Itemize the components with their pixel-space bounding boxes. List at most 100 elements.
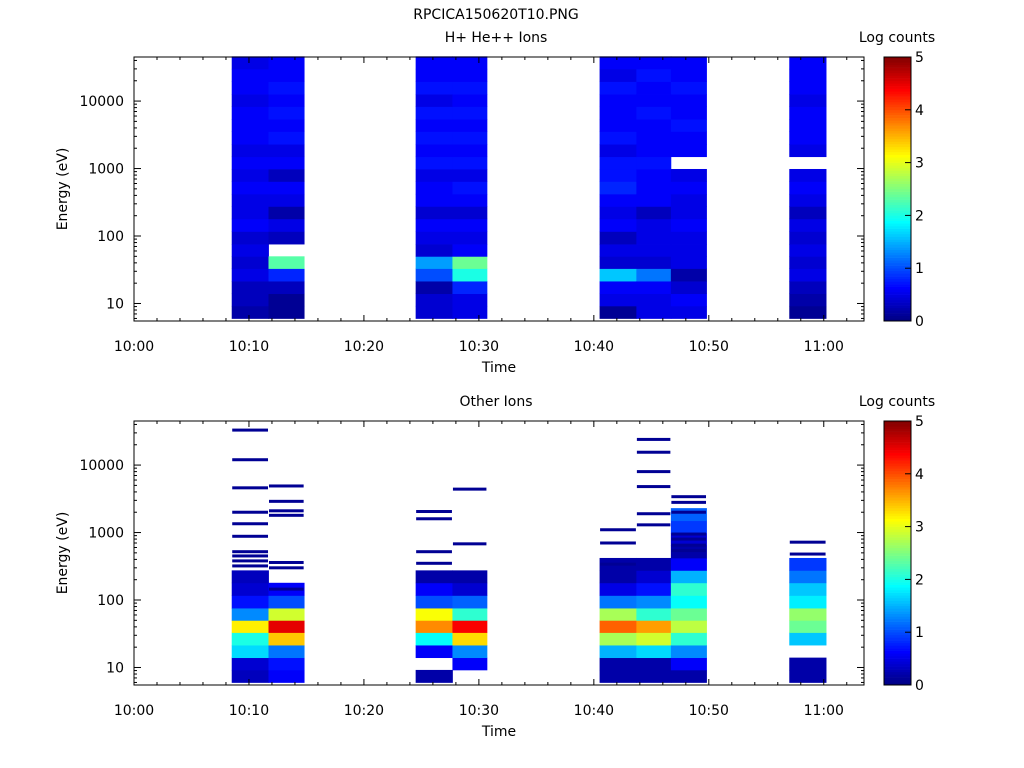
colorbar-segment bbox=[884, 529, 911, 533]
colorbar-segment bbox=[884, 281, 911, 285]
colorbar-segment bbox=[884, 112, 911, 116]
heatmap-cell bbox=[789, 557, 827, 571]
panel-h-he-ions: H+ He++ Ions 10:00 10:10 10:20 10:30 10:40 10:… bbox=[55, 30, 935, 376]
colorbar-segment bbox=[884, 640, 911, 644]
heatmap-cell bbox=[415, 570, 453, 584]
heatmap-cell bbox=[452, 293, 488, 307]
colorbar-segment bbox=[884, 677, 911, 681]
heatmap-cell bbox=[268, 68, 305, 82]
heatmap-cell bbox=[789, 94, 827, 107]
heatmap-cell bbox=[231, 156, 269, 170]
colorbar-segment bbox=[884, 574, 911, 578]
heatmap-cell bbox=[415, 231, 453, 245]
colorbar-tick-label: 1 bbox=[915, 625, 924, 641]
colorbar-segment bbox=[884, 207, 911, 211]
heatmap-cell bbox=[268, 645, 305, 659]
heatmap-cell bbox=[670, 508, 707, 522]
heatmap-cell bbox=[599, 106, 637, 120]
colorbar-segment bbox=[884, 86, 911, 89]
colorbar-segment bbox=[884, 563, 911, 567]
colorbar-segment bbox=[884, 589, 911, 593]
heatmap-cell bbox=[789, 206, 827, 220]
colorbar-segment bbox=[884, 479, 911, 483]
heatmap-cell bbox=[231, 632, 269, 646]
heatmap-cell bbox=[231, 81, 269, 95]
heatmap-cell bbox=[636, 608, 672, 621]
colorbar-segment bbox=[884, 442, 911, 446]
heatmap-cell bbox=[636, 181, 672, 195]
colorbar-segment bbox=[884, 154, 911, 158]
heatmap-cell bbox=[599, 595, 637, 609]
colorbar-segment bbox=[884, 189, 911, 192]
colorbar-tick-label: 2 bbox=[915, 572, 924, 588]
colorbar-segment bbox=[884, 286, 911, 290]
heatmap-cell bbox=[599, 119, 637, 132]
colorbar-segment bbox=[884, 661, 911, 665]
colorbar-tick-label: 5 bbox=[915, 50, 924, 66]
heatmap-cell bbox=[599, 632, 637, 646]
heatmap-cell bbox=[599, 168, 637, 182]
sparse-count-line bbox=[671, 543, 707, 547]
heatmap-cell bbox=[415, 156, 453, 170]
heatmap-cell bbox=[268, 156, 305, 170]
heatmap-cell bbox=[636, 595, 672, 609]
colorbar-segment bbox=[884, 289, 911, 293]
colorbar-segment bbox=[884, 133, 911, 137]
heatmap-cell bbox=[415, 305, 453, 319]
heatmap-cell bbox=[268, 231, 305, 245]
colorbar-segment bbox=[884, 539, 911, 543]
colorbar-segment bbox=[884, 421, 911, 424]
heatmap-cell bbox=[452, 81, 488, 95]
colorbar-segment bbox=[884, 125, 911, 129]
sparse-count-line bbox=[232, 486, 269, 490]
heatmap-cell bbox=[452, 244, 488, 257]
sparse-count-line bbox=[636, 437, 671, 441]
x-tick-label: 10:30 bbox=[459, 339, 499, 355]
heatmap-cell bbox=[231, 268, 269, 282]
sparse-count-line bbox=[416, 550, 452, 554]
colorbar-segment bbox=[884, 608, 911, 612]
heatmap-cell bbox=[452, 144, 488, 158]
colorbar-segment bbox=[884, 78, 911, 82]
heatmap-cell bbox=[599, 657, 637, 671]
colorbar-segment bbox=[884, 223, 911, 227]
heatmap-cell bbox=[599, 608, 637, 621]
sparse-count-line bbox=[452, 542, 487, 546]
colorbar-segment bbox=[884, 215, 911, 219]
heatmap-cell bbox=[636, 657, 672, 671]
heatmap-cell bbox=[670, 305, 707, 319]
heatmap-cell bbox=[670, 645, 707, 659]
colorbar-segment bbox=[884, 508, 911, 512]
heatmap-cell bbox=[231, 244, 269, 257]
heatmap-cell bbox=[789, 293, 827, 307]
colorbar-segment bbox=[884, 505, 911, 509]
heatmap-cell bbox=[231, 181, 269, 195]
colorbar-frame bbox=[883, 56, 912, 322]
heatmap-cell bbox=[636, 582, 672, 596]
heatmap-cell bbox=[599, 256, 637, 269]
colorbar-segment bbox=[884, 450, 911, 453]
x-tick-label: 11:00 bbox=[804, 703, 844, 719]
colorbar-segment bbox=[884, 592, 911, 596]
colorbar-segment bbox=[884, 225, 911, 229]
colorbar-label: Log counts bbox=[859, 394, 935, 410]
heatmap-cell bbox=[670, 119, 707, 132]
heatmap-cell bbox=[636, 268, 672, 282]
y-tick-label: 10 bbox=[106, 296, 124, 312]
heatmap-cell bbox=[415, 119, 453, 132]
colorbar-segment bbox=[884, 199, 911, 203]
heatmap-cell bbox=[452, 595, 488, 609]
heatmap-cell bbox=[452, 645, 488, 659]
sparse-count-line bbox=[600, 562, 636, 566]
y-tick-label: 1000 bbox=[88, 162, 124, 178]
colorbar-segment bbox=[884, 141, 911, 145]
colorbar-segment bbox=[884, 212, 911, 216]
heatmap-cell bbox=[670, 608, 707, 621]
heatmap-cell bbox=[789, 582, 827, 596]
colorbar-tick-label: 5 bbox=[915, 414, 924, 430]
colorbar-segment bbox=[884, 531, 911, 535]
heatmap-cell bbox=[670, 620, 707, 633]
heatmap-cell bbox=[636, 645, 672, 659]
heatmap-cell bbox=[636, 119, 672, 132]
colorbar-segment bbox=[884, 616, 911, 620]
